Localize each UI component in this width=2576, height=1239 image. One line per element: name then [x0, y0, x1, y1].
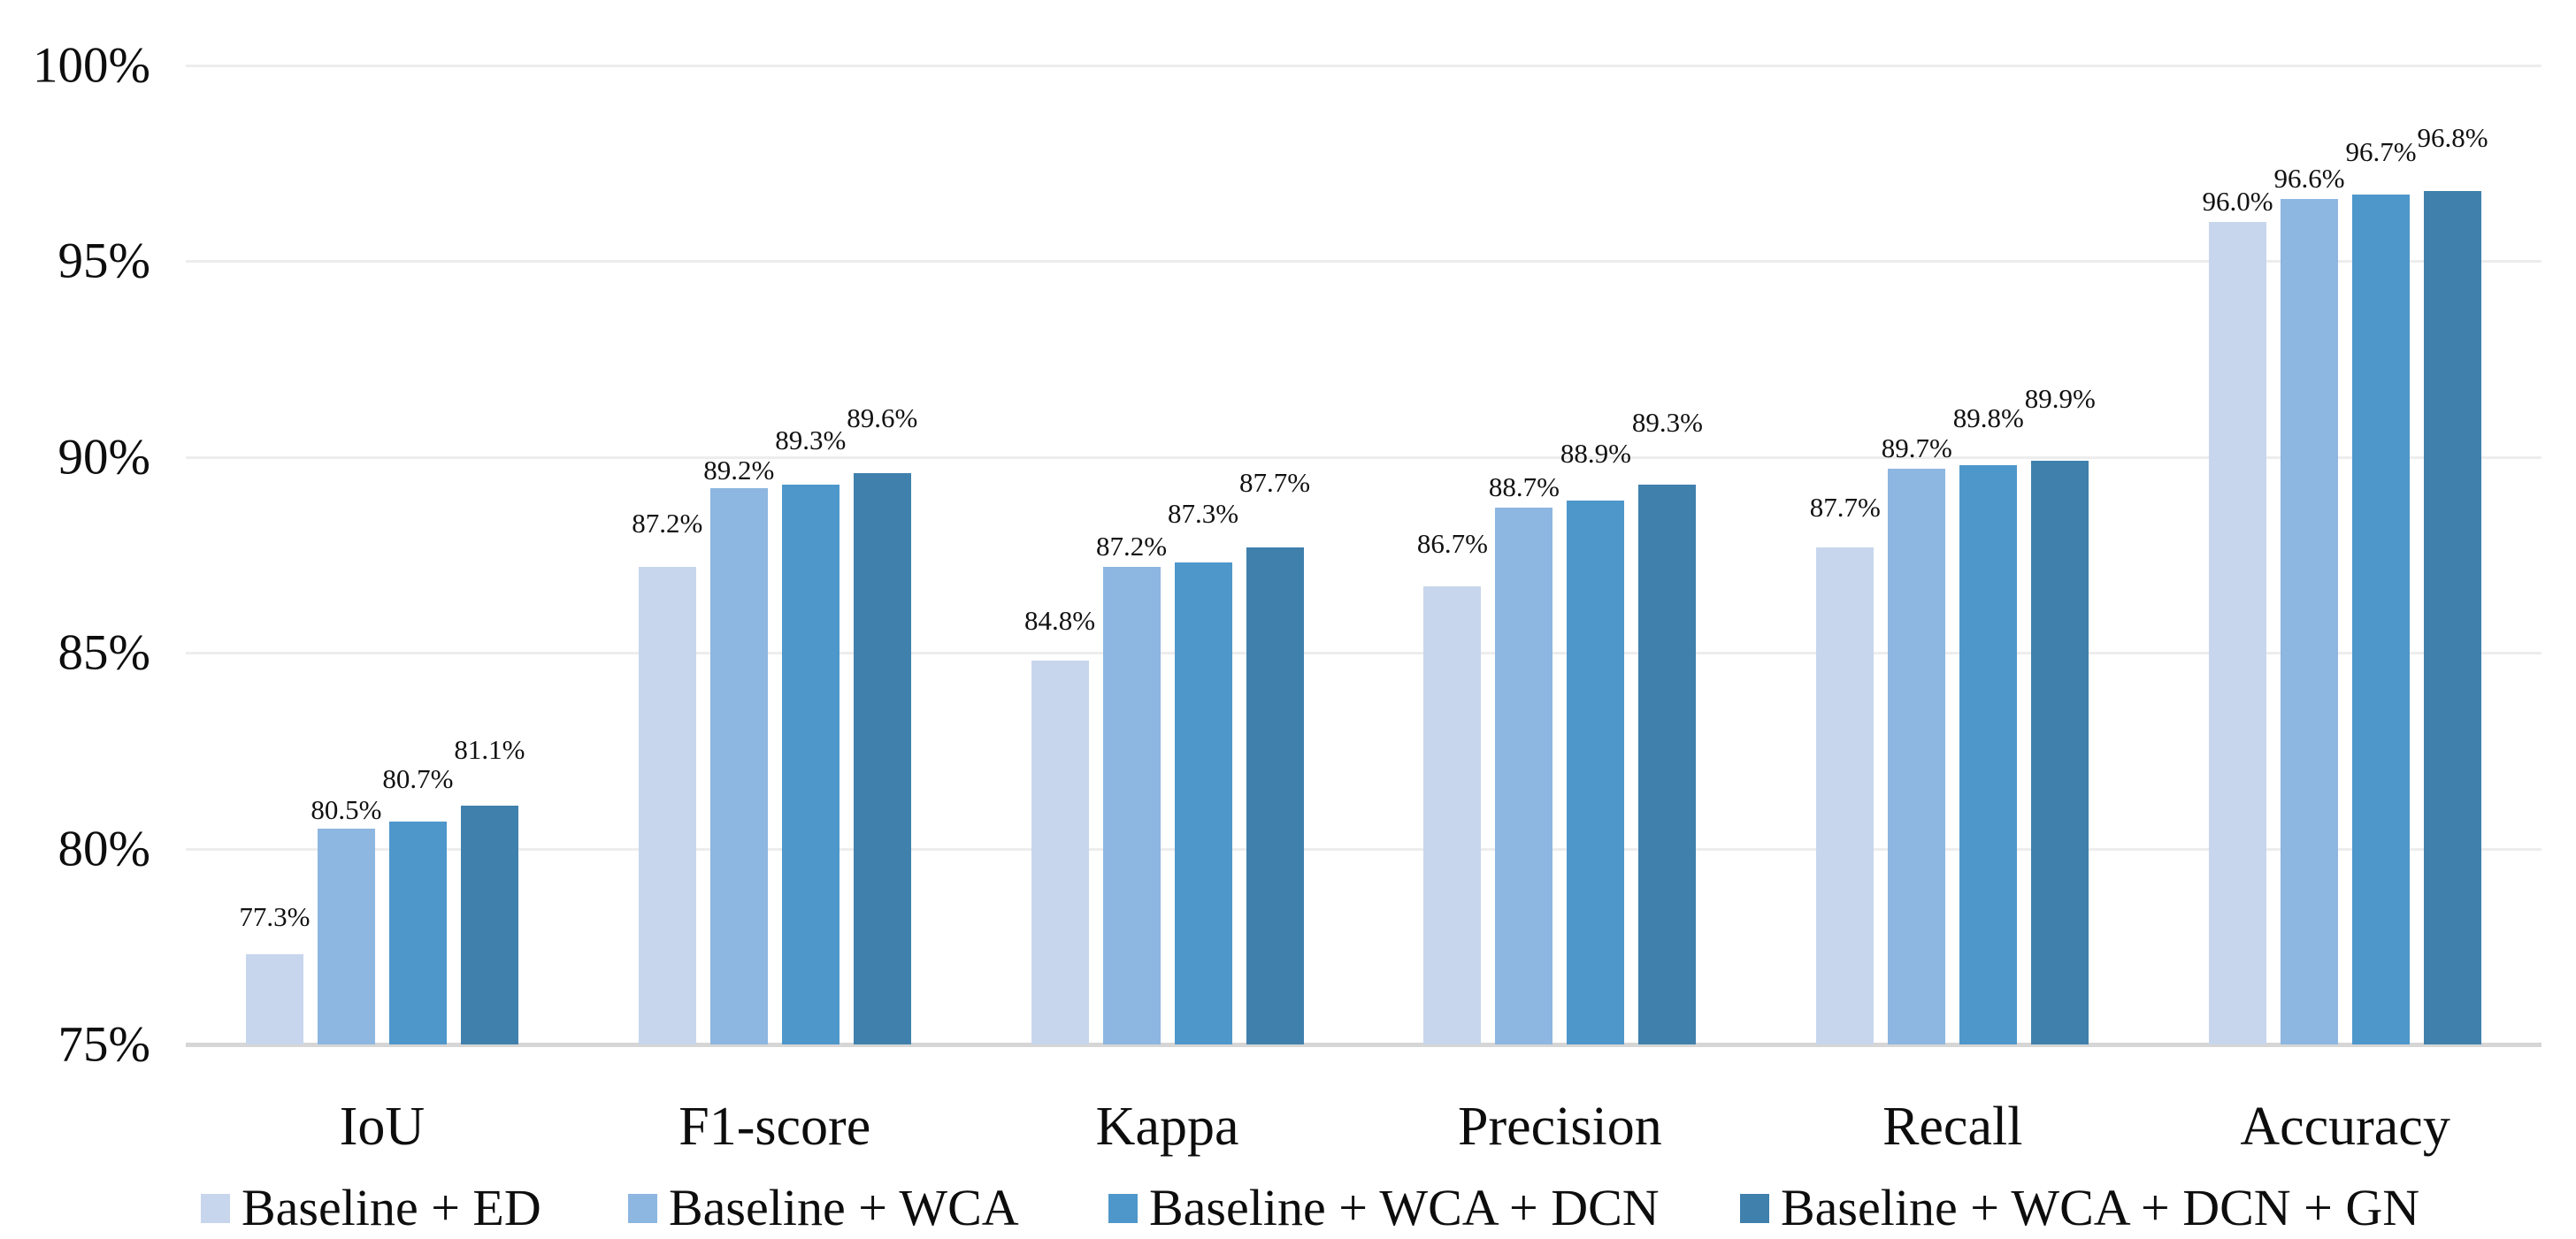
- bar-value-label: 88.9%: [1560, 437, 1631, 469]
- bar-value-label: 81.1%: [454, 733, 525, 765]
- legend-label: Baseline + WCA + DCN: [1149, 1179, 1660, 1236]
- gridline: [186, 847, 2542, 851]
- x-axis-category-label: Precision: [1458, 1097, 1662, 1157]
- bar: [2352, 195, 2411, 1044]
- gridline: [186, 455, 2542, 459]
- bar: [1246, 547, 1304, 1044]
- legend-label: Baseline + WCA: [669, 1179, 1019, 1236]
- x-axis-category-label: F1-score: [678, 1097, 871, 1157]
- legend-item: Baseline + WCA + DCN + GN: [1740, 1182, 2419, 1234]
- x-axis-category-label: Kappa: [1095, 1097, 1239, 1157]
- bar: [1959, 464, 2018, 1044]
- bar: [1495, 508, 1553, 1044]
- y-axis-tick-label: 95%: [58, 233, 150, 289]
- bar-value-label: 96.8%: [2417, 121, 2488, 153]
- bar-value-label: 80.5%: [310, 794, 382, 826]
- bar-value-label: 89.8%: [1952, 402, 2024, 433]
- bar-value-label: 89.6%: [847, 402, 918, 433]
- y-axis-tick-label: 90%: [58, 429, 150, 486]
- legend-label: Baseline + WCA + DCN + GN: [1781, 1179, 2420, 1236]
- bar-value-label: 96.6%: [2273, 162, 2345, 194]
- bar: [1888, 469, 1946, 1044]
- bar: [2031, 461, 2089, 1044]
- bar: [317, 829, 375, 1044]
- bar-value-label: 89.3%: [1631, 406, 1703, 438]
- bar: [2209, 222, 2267, 1044]
- bar-value-label: 96.7%: [2345, 136, 2417, 168]
- bar: [1423, 585, 1482, 1044]
- legend-item: Baseline + WCA + DCN: [1108, 1182, 1660, 1234]
- bar-value-label: 89.9%: [2024, 383, 2096, 415]
- legend-swatch: [628, 1193, 657, 1223]
- x-axis-category-label: Accuracy: [2240, 1097, 2450, 1157]
- bar: [853, 472, 911, 1044]
- bar-value-label: 80.7%: [382, 762, 454, 794]
- bar: [460, 805, 518, 1044]
- x-axis-category-label: Recall: [1882, 1097, 2023, 1157]
- bar-value-label: 87.2%: [632, 507, 703, 539]
- gridline: [186, 260, 2542, 264]
- y-axis-tick-label: 75%: [58, 1016, 150, 1073]
- x-axis-line: [186, 1043, 2542, 1047]
- bar-value-label: 89.2%: [703, 455, 775, 486]
- bar: [1638, 484, 1697, 1044]
- bar: [1031, 661, 1089, 1044]
- bar: [2281, 198, 2339, 1044]
- bar-value-label: 89.3%: [775, 424, 847, 455]
- bar: [1567, 500, 1625, 1044]
- x-axis-category-label: IoU: [339, 1097, 426, 1157]
- bar-value-label: 77.3%: [239, 901, 310, 933]
- legend-item: Baseline + ED: [201, 1182, 541, 1234]
- bar: [1816, 547, 1874, 1044]
- legend-item: Baseline + WCA: [628, 1182, 1019, 1234]
- bar: [638, 566, 696, 1044]
- bar-value-label: 87.2%: [1096, 530, 1168, 562]
- legend-label: Baseline + ED: [242, 1179, 541, 1236]
- bar: [245, 954, 303, 1044]
- bar: [388, 821, 447, 1044]
- bar-value-label: 86.7%: [1416, 527, 1488, 559]
- bar: [709, 488, 768, 1044]
- bar-value-label: 87.7%: [1809, 491, 1881, 523]
- bar: [1174, 562, 1232, 1044]
- bar-value-label: 87.7%: [1239, 466, 1311, 498]
- legend-swatch: [1740, 1193, 1769, 1223]
- y-axis-tick-label: 100%: [33, 37, 150, 94]
- bar-value-label: 84.8%: [1024, 605, 1096, 637]
- gridline: [186, 652, 2542, 655]
- bar-value-label: 87.3%: [1168, 498, 1239, 530]
- legend-swatch: [1108, 1193, 1138, 1223]
- bar: [781, 484, 840, 1044]
- bar-value-label: 89.7%: [1881, 432, 1952, 464]
- bar-value-label: 96.0%: [2202, 186, 2273, 218]
- y-axis-tick-label: 80%: [58, 821, 150, 877]
- gridline: [186, 65, 2542, 67]
- bar-value-label: 88.7%: [1488, 471, 1560, 503]
- bar: [2424, 190, 2482, 1044]
- y-axis-tick-label: 85%: [58, 624, 150, 681]
- legend-swatch: [201, 1193, 230, 1223]
- bar: [1102, 566, 1161, 1044]
